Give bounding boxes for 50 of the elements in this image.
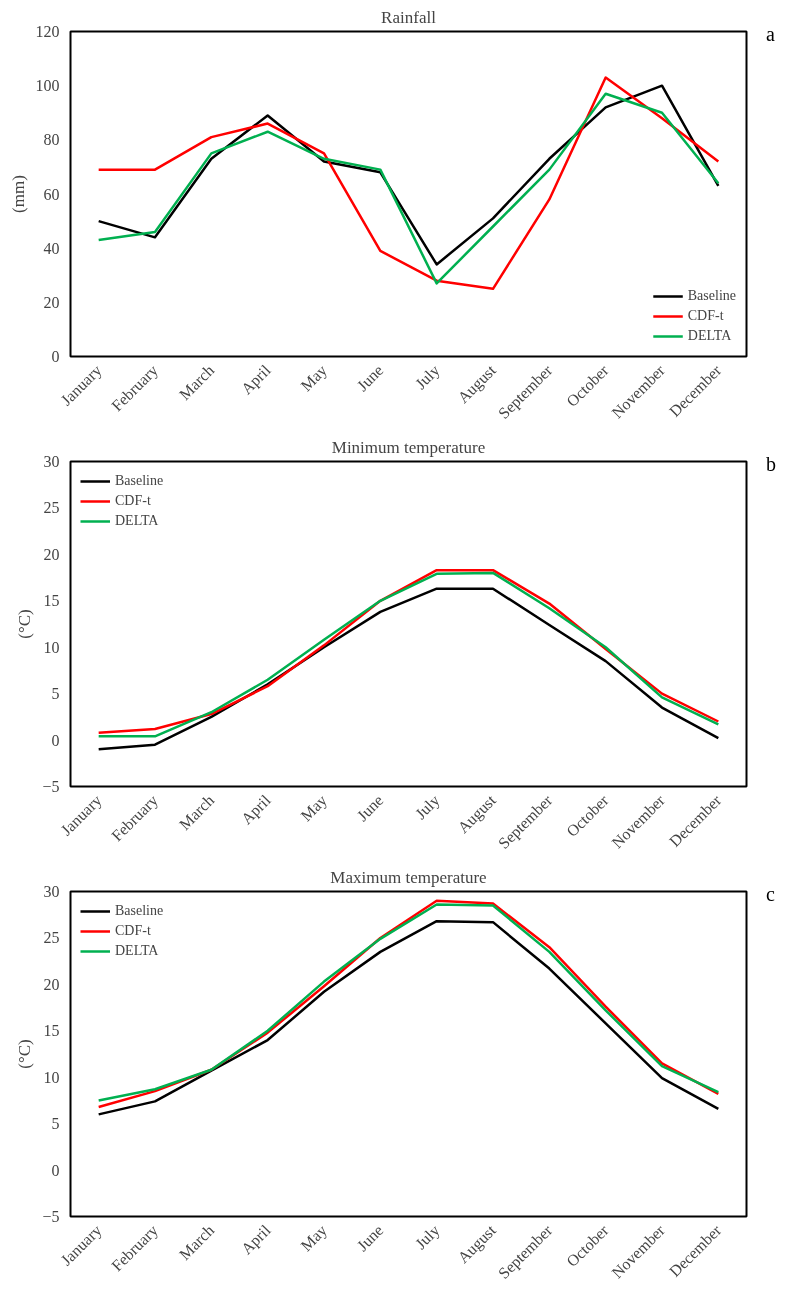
y-tick-label: 0 [51, 348, 60, 365]
y-tick-label: 10 [43, 1068, 60, 1086]
chart-title: Rainfall [381, 7, 437, 27]
y-tick-label: 25 [43, 929, 60, 947]
y-tick-label: 0 [51, 1161, 60, 1179]
x-tick-label: May [297, 361, 331, 395]
y-tick-label: 20 [43, 293, 60, 311]
legend-label: DELTA [115, 512, 159, 530]
y-axis-title: (°C) [15, 609, 35, 639]
y-tick-label: 5 [51, 1115, 60, 1133]
x-tick-label: July [411, 361, 444, 394]
y-tick-label: 20 [43, 975, 60, 993]
y-tick-label: 5 [51, 685, 60, 703]
y-axis-title: (mm) [8, 175, 28, 213]
y-tick-label: 60 [43, 185, 60, 203]
y-axis-title: (°C) [15, 1039, 35, 1069]
chart-title: Maximum temperature [330, 867, 487, 887]
x-tick-label: July [411, 791, 444, 824]
legend-label: DELTA [687, 327, 732, 345]
y-tick-label: 40 [43, 239, 60, 257]
y-tick-label: 0 [51, 731, 60, 749]
legend-label: Baseline [115, 472, 164, 490]
x-tick-label: July [411, 1221, 444, 1254]
y-tick-label: 15 [43, 1022, 60, 1040]
chart-title: Minimum temperature [331, 437, 486, 457]
legend-label: CDF-t [687, 307, 724, 325]
x-tick-label: June [353, 361, 387, 395]
x-tick-label: June [353, 1221, 387, 1255]
legend-label: Baseline [115, 902, 164, 920]
text: c [766, 882, 775, 907]
y-tick-label: 30 [43, 883, 60, 900]
y-tick-label: 80 [43, 131, 60, 149]
text: a [766, 22, 775, 47]
text: b [766, 452, 776, 477]
y-tick-label: 15 [43, 592, 60, 610]
y-tick-label: −5 [42, 778, 60, 795]
y-tick-label: 30 [43, 453, 60, 470]
legend-label: Baseline [687, 287, 736, 305]
y-tick-label: 20 [43, 545, 60, 563]
y-tick-label: 120 [35, 23, 60, 40]
y-tick-label: −5 [42, 1208, 60, 1225]
y-tick-label: 10 [43, 638, 60, 656]
x-tick-label: May [297, 1221, 331, 1255]
y-tick-label: 100 [35, 77, 60, 95]
legend-label: CDF-t [115, 492, 151, 510]
x-tick-label: June [353, 791, 387, 825]
legend-label: CDF-t [115, 922, 151, 940]
x-tick-label: May [297, 791, 331, 825]
legend-label: DELTA [115, 942, 159, 960]
y-tick-label: 25 [43, 499, 60, 517]
